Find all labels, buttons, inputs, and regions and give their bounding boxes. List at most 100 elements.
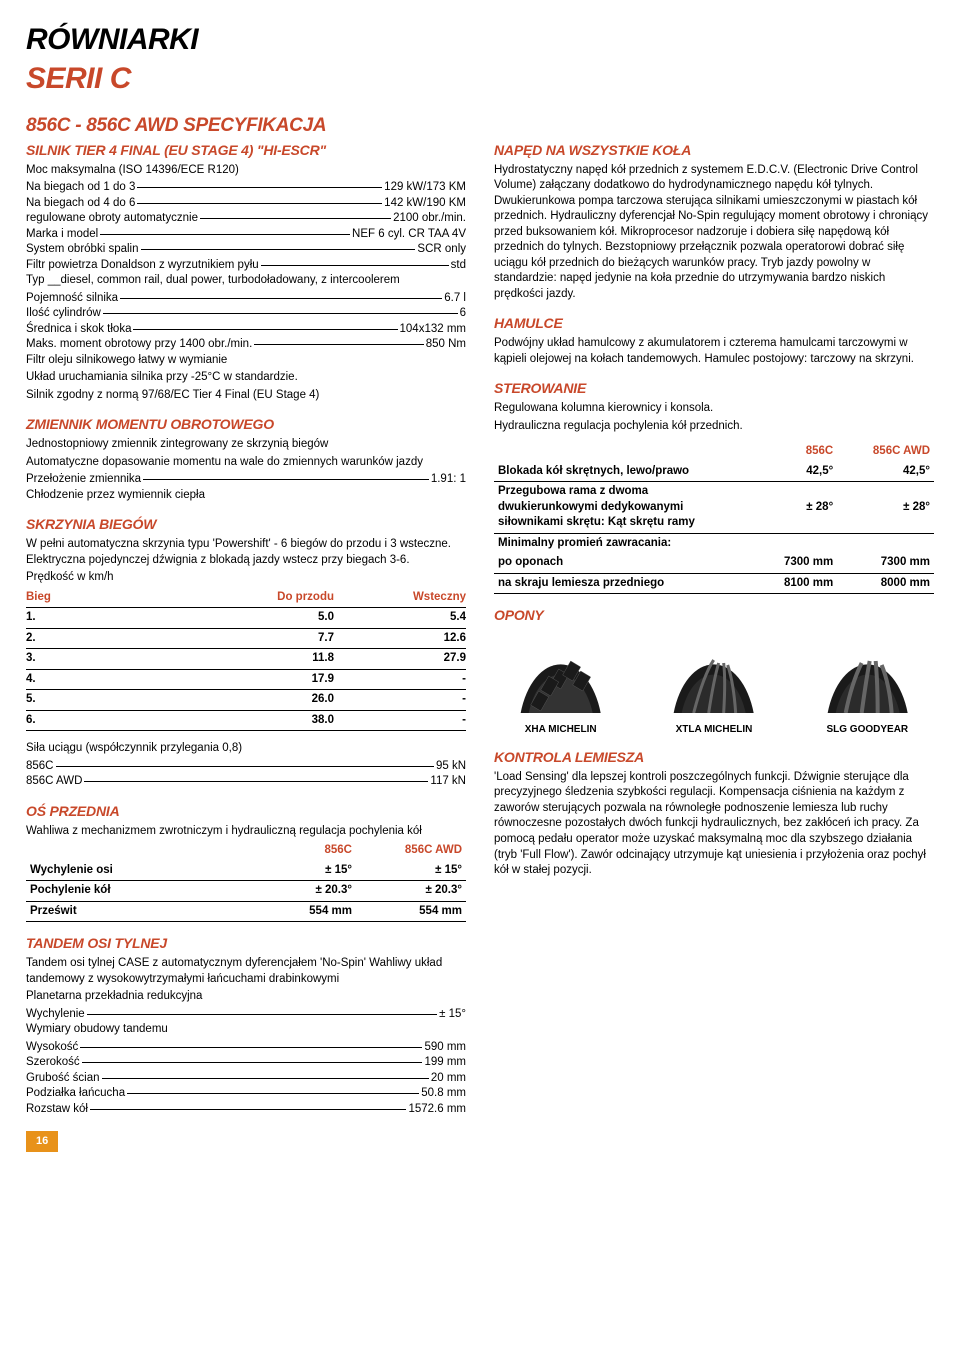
front-row: Pochylenie kół ± 20.3° ± 20.3° (26, 881, 466, 902)
steer-min-tbody: po oponach 7300 mm 7300 mm na skraju lem… (494, 553, 934, 594)
fill-line (137, 187, 382, 188)
fill-line (200, 218, 391, 219)
fill-line (103, 313, 458, 314)
front-c2: 554 mm (356, 901, 466, 922)
steer-p2: Hydrauliczna regulacja pochylenia kół pr… (494, 419, 934, 435)
awd-heading: NAPĘD NA WSZYSTKIE KOŁA (494, 141, 934, 160)
fill-line (141, 249, 416, 250)
fill-line (120, 298, 442, 299)
engine-tail1: Filtr oleju silnikowego łatwy w wymianie (26, 353, 466, 369)
spec-label: Przełożenie zmiennika (26, 472, 141, 488)
gear-c0: 4. (26, 669, 202, 690)
torque-p1: Jednostopniowy zmiennik zintegrowany ze … (26, 437, 466, 453)
tyre-2: XTLA MICHELIN (647, 635, 780, 736)
gear-c2: - (334, 669, 466, 690)
steer-h0 (494, 442, 740, 462)
gear-h1: Do przodu (202, 588, 334, 608)
spec-row: Ilość cylindrów 6 (26, 306, 466, 322)
spec-label: Na biegach od 4 do 6 (26, 196, 135, 212)
spec-value: 117 kN (430, 774, 466, 790)
spec-label: System obróbki spalin (26, 242, 139, 258)
spec-label: Podziałka łańcucha (26, 1086, 125, 1102)
engine-heading: SILNIK TIER 4 FINAL (EU STAGE 4) "HI-ESC… (26, 141, 466, 160)
left-column: SILNIK TIER 4 FINAL (EU STAGE 4) "HI-ESC… (26, 141, 466, 1153)
pull-label: Siła uciągu (współczynnik przylegania 0,… (26, 741, 466, 757)
front-tbody: Wychylenie osi ± 15° ± 15° Pochylenie kó… (26, 861, 466, 922)
spec-label: 856C AWD (26, 774, 82, 790)
fill-line (56, 766, 434, 767)
front-c2: ± 20.3° (356, 881, 466, 902)
gear-c2: - (334, 690, 466, 711)
tyre-icon (647, 635, 780, 713)
gear-c0: 6. (26, 710, 202, 731)
fill-line (254, 344, 423, 345)
steer-c0: Przegubowa rama z dwoma dwukierunkowymi … (494, 482, 740, 534)
steer-min-row: po oponach 7300 mm 7300 mm (494, 553, 934, 573)
engine-moc-label: Moc maksymalna (ISO 14396/ECE R120) (26, 163, 466, 179)
spec-row: regulowane obroty automatycznie 2100 obr… (26, 211, 466, 227)
blade-p1: 'Load Sensing' dla lepszej kontroli posz… (494, 770, 934, 879)
front-row: Prześwit 554 mm 554 mm (26, 901, 466, 922)
gear-row: 4. 17.9 - (26, 669, 466, 690)
spec-value: NEF 6 cyl. CR TAA 4V (352, 227, 466, 243)
tandem-p2: Planetarna przekładnia redukcyjna (26, 989, 466, 1005)
gear-c1: 17.9 (202, 669, 334, 690)
spec-row: Grubość ścian 20 mm (26, 1071, 466, 1087)
fill-line (100, 234, 350, 235)
gear-c2: - (334, 710, 466, 731)
gearbox-p1: W pełni automatyczna skrzynia typu 'Powe… (26, 537, 466, 568)
tandem-p3: Wymiary obudowy tandemu (26, 1022, 466, 1038)
tandem-rows1: Wychylenie ± 15° (26, 1007, 466, 1023)
series-title: SERII C (26, 59, 934, 100)
fill-line (143, 479, 429, 480)
steer-c2: ± 28° (837, 482, 934, 534)
columns: SILNIK TIER 4 FINAL (EU STAGE 4) "HI-ESC… (26, 141, 934, 1153)
gear-c0: 2. (26, 628, 202, 649)
fill-line (102, 1078, 429, 1079)
spec-title: 856C - 856C AWD SPECYFIKACJA (26, 113, 934, 139)
spec-value: 590 mm (424, 1040, 466, 1056)
steer-c2: 7300 mm (837, 553, 934, 573)
steer-c1: ± 28° (740, 482, 837, 534)
gearbox-heading: SKRZYNIA BIEGÓW (26, 515, 466, 534)
steer-tbody: Blokada kół skrętnych, lewo/prawo 42,5° … (494, 462, 934, 534)
spec-label: Filtr powietrza Donaldson z wyrzutnikiem… (26, 258, 259, 274)
awd-p1: Hydrostatyczny napęd kół przednich z sys… (494, 163, 934, 303)
spec-row: Marka i model NEF 6 cyl. CR TAA 4V (26, 227, 466, 243)
spec-row: Filtr powietrza Donaldson z wyrzutnikiem… (26, 258, 466, 274)
spec-value: 95 kN (436, 759, 466, 775)
spec-value: 199 mm (424, 1055, 466, 1071)
spec-label: Średnica i skok tłoka (26, 322, 131, 338)
gear-c0: 3. (26, 649, 202, 670)
front-h0 (26, 841, 246, 861)
spec-row: Wysokość 590 mm (26, 1040, 466, 1056)
steer-c0: na skraju lemiesza przedniego (494, 573, 740, 594)
front-p1: Wahliwa z mechanizmem zwrotniczym i hydr… (26, 824, 466, 840)
spec-value: 6.7 l (444, 291, 466, 307)
spec-value: 129 kW/173 KM (384, 180, 466, 196)
steer-c1: 42,5° (740, 462, 837, 482)
spec-value: 104x132 mm (400, 322, 466, 338)
spec-value: 1.91: 1 (431, 472, 466, 488)
gear-row: 3. 11.8 27.9 (26, 649, 466, 670)
spec-row: Wychylenie ± 15° (26, 1007, 466, 1023)
steer-c1: 8100 mm (740, 573, 837, 594)
steer-h1: 856C (740, 442, 837, 462)
steer-min-row: na skraju lemiesza przedniego 8100 mm 80… (494, 573, 934, 594)
spec-value: 850 Nm (426, 337, 466, 353)
fill-line (90, 1109, 406, 1110)
spec-label: Ilość cylindrów (26, 306, 101, 322)
fill-line (84, 781, 428, 782)
steer-c0: Blokada kół skrętnych, lewo/prawo (494, 462, 740, 482)
spec-label: 856C (26, 759, 54, 775)
spec-value: 50.8 mm (421, 1086, 466, 1102)
fill-line (82, 1062, 423, 1063)
spec-value: 2100 obr./min. (393, 211, 466, 227)
spec-label: Marka i model (26, 227, 98, 243)
engine-tail2: Układ uruchamiania silnika przy -25°C w … (26, 370, 466, 386)
tandem-p1: Tandem osi tylnej CASE z automatycznym d… (26, 956, 466, 987)
gear-c2: 5.4 (334, 608, 466, 629)
spec-row: Pojemność silnika 6.7 l (26, 291, 466, 307)
torque-p3: Chłodzenie przez wymiennik ciepła (26, 488, 466, 504)
spec-value: SCR only (417, 242, 466, 258)
